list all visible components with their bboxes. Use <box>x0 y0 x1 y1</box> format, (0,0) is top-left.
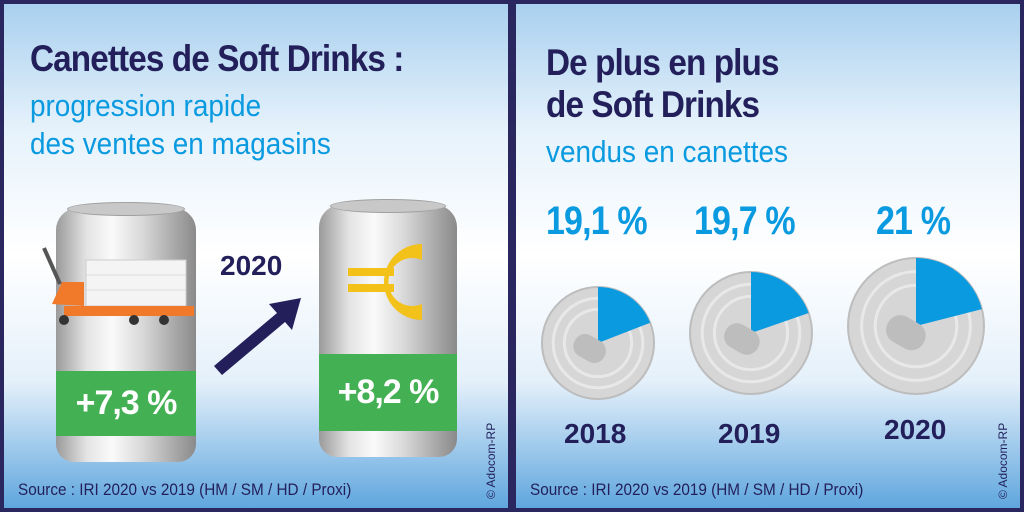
left-copyright: © Adocom-RP <box>484 422 498 499</box>
left-title: Canettes de Soft Drinks : <box>30 38 404 79</box>
pull-tab-icon <box>724 323 760 355</box>
share-slice-2020 <box>916 258 982 326</box>
share-slice-2019 <box>751 272 809 333</box>
right-title-1: De plus en plus <box>546 42 779 83</box>
pull-tab-icon <box>886 315 926 351</box>
left-source: Source : IRI 2020 vs 2019 (HM / SM / HD … <box>18 480 352 499</box>
left-panel: Canettes de Soft Drinks : progression ra… <box>4 4 508 508</box>
right-subtitle: vendus en canettes <box>546 134 788 169</box>
can-lid-pies <box>541 257 985 400</box>
right-panel: De plus en plus de Soft Drinks vendus en… <box>516 4 1020 508</box>
left-subtitle-1: progression rapide <box>30 88 262 123</box>
left-subtitle-2: des ventes en magasins <box>30 126 331 161</box>
volume-growth: +7,3 % <box>56 371 196 436</box>
right-title-2: de Soft Drinks <box>546 84 760 125</box>
value-growth: +8,2 % <box>319 354 457 431</box>
share-2019: 19,7 % <box>694 199 796 243</box>
share-slice-2018 <box>598 287 651 343</box>
right-source: Source : IRI 2020 vs 2019 (HM / SM / HD … <box>530 480 864 499</box>
share-2018: 19,1 % <box>546 199 648 243</box>
share-2020: 21 % <box>876 199 951 243</box>
year-2019: 2019 <box>718 418 781 449</box>
year-label: 2020 <box>220 250 283 281</box>
can-volume: +7,3 % <box>56 202 196 462</box>
can-value: +8,2 % <box>319 199 457 457</box>
right-copyright: © Adocom-RP <box>996 422 1010 499</box>
year-2020: 2020 <box>884 414 947 445</box>
pull-tab-icon <box>573 334 606 364</box>
year-2018: 2018 <box>564 418 627 449</box>
